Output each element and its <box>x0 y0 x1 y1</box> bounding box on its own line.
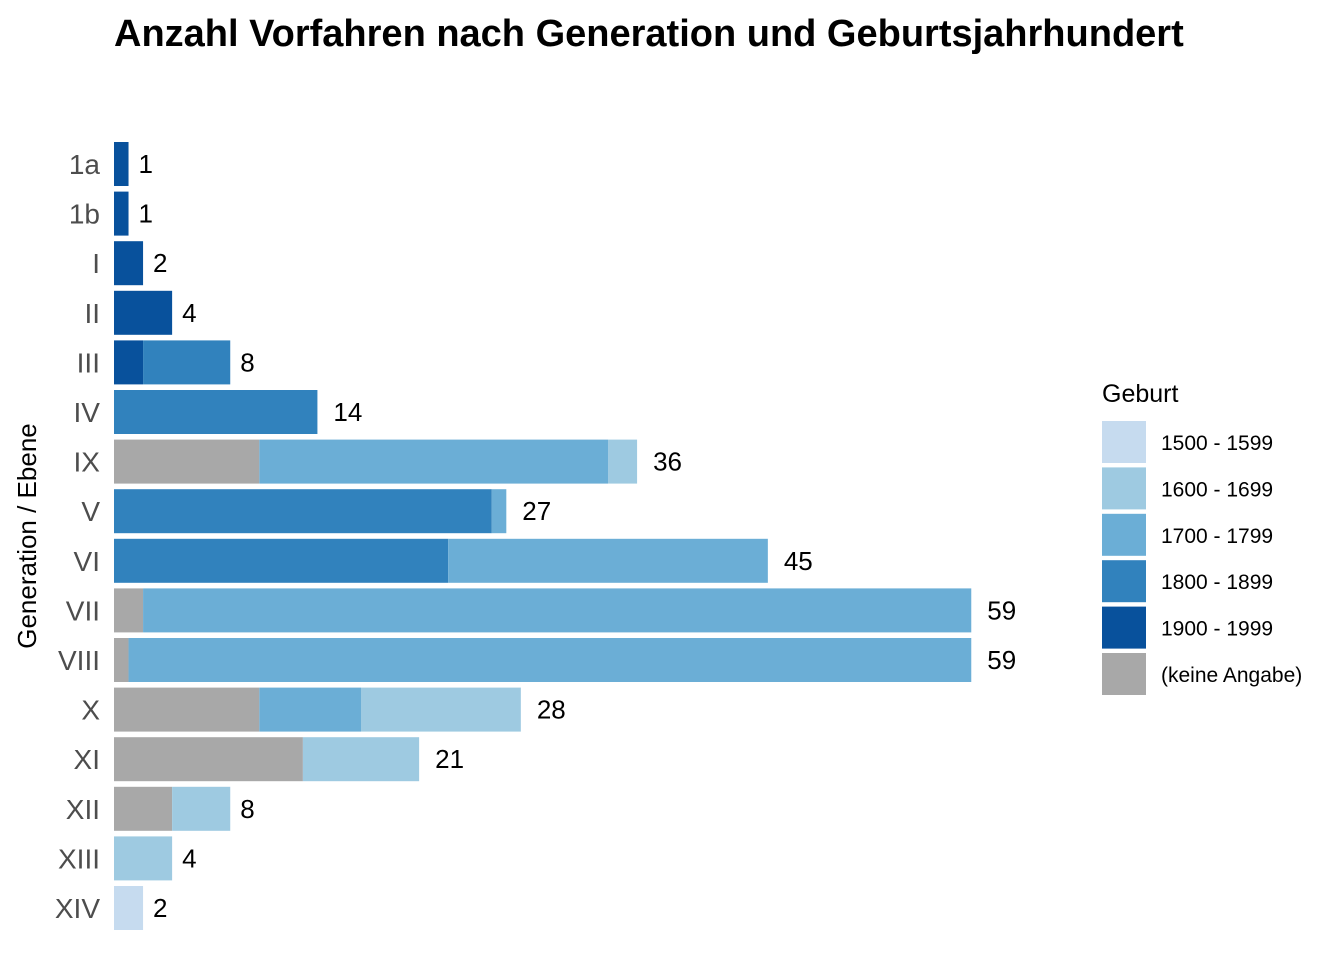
bar-segment-IX-0 <box>114 439 260 484</box>
chart-title: Anzahl Vorfahren nach Generation und Geb… <box>114 13 1184 55</box>
legend-title: Geburt <box>1102 380 1178 408</box>
y-tick-label: VII <box>66 595 100 626</box>
legend-swatch <box>1102 421 1146 463</box>
data-label: 4 <box>182 843 196 873</box>
data-label: 21 <box>435 744 464 774</box>
data-label: 1 <box>139 199 153 229</box>
bar-segment-1a-1 <box>114 142 129 186</box>
legend-entry-label: 1900 - 1999 <box>1161 618 1273 641</box>
legend-swatch <box>1102 467 1146 510</box>
bar-segment-XIII-4 <box>114 836 173 881</box>
y-tick-label: 1a <box>69 149 101 180</box>
data-label: 4 <box>182 298 196 328</box>
legend-swatch <box>1102 653 1146 695</box>
bar-segment-XI-4 <box>302 737 420 782</box>
y-tick-label: IX <box>74 447 101 478</box>
y-tick-label: IV <box>74 397 101 428</box>
bar-segment-XII-0 <box>114 786 173 831</box>
bar-segment-X-0 <box>114 687 260 732</box>
bar-segment-I-1 <box>114 241 144 286</box>
y-tick-label: XI <box>74 744 100 775</box>
data-label: 14 <box>333 397 362 427</box>
y-tick-label: II <box>84 298 100 329</box>
y-tick-label: XIV <box>55 893 100 924</box>
legend: Geburt 1500 - 1599 1600 - 1699 1700 - 1799… <box>1102 380 1302 695</box>
legend-swatch <box>1102 606 1146 649</box>
y-tick-label: VI <box>74 546 100 577</box>
legend-entry-label: 1500 - 1599 <box>1161 432 1273 455</box>
y-tick-label: XII <box>66 794 100 825</box>
y-tick-label: I <box>92 248 100 279</box>
bar-segment-XI-0 <box>114 737 303 782</box>
bar-segment-X-4 <box>361 687 521 732</box>
bar-segment-X-3 <box>259 687 362 732</box>
data-label: 27 <box>522 496 551 526</box>
y-tick-label: X <box>81 695 100 726</box>
y-tick-label: VIII <box>58 645 100 676</box>
legend-entry-label: 1800 - 1899 <box>1161 571 1273 594</box>
legend-entry-label: (keine Angabe) <box>1161 664 1302 687</box>
y-tick-label: V <box>81 496 100 527</box>
legend-swatch <box>1102 513 1146 556</box>
bar-segment-IX-4 <box>608 439 638 484</box>
data-label: 1 <box>139 149 153 179</box>
bar-segment-VIII-0 <box>114 638 129 682</box>
bar-segment-II-1 <box>114 290 173 335</box>
legend-entry-label: 1600 - 1699 <box>1161 478 1273 501</box>
data-label: 59 <box>987 595 1016 625</box>
legend-entry-label: 1700 - 1799 <box>1161 525 1273 548</box>
data-label: 59 <box>987 645 1016 675</box>
bar-segment-VII-0 <box>114 588 144 633</box>
bar-segment-V-2 <box>114 489 492 534</box>
y-tick-label: 1b <box>69 199 100 230</box>
bar-segment-XIV-5 <box>114 886 144 930</box>
data-label: 8 <box>240 794 254 824</box>
data-label: 8 <box>240 347 254 377</box>
data-label: 45 <box>784 546 813 576</box>
bar-segment-1b-1 <box>114 191 129 236</box>
bar-segment-IV-2 <box>114 390 318 434</box>
y-tick-label: III <box>77 347 100 378</box>
y-tick-label: XIII <box>58 843 100 874</box>
data-label: 2 <box>153 893 167 923</box>
bar-segment-VI-3 <box>448 538 768 583</box>
bar-segment-V-3 <box>491 489 507 534</box>
bar-segment-IX-3 <box>259 439 609 484</box>
bars-group <box>114 142 972 930</box>
bar-segment-VII-3 <box>143 588 972 633</box>
legend-swatch <box>1102 560 1146 603</box>
y-axis-label: Generation / Ebene <box>12 423 42 649</box>
data-label: 36 <box>653 447 682 477</box>
bar-segment-III-2 <box>143 340 231 385</box>
bar-segment-VIII-3 <box>128 638 972 682</box>
data-label: 2 <box>153 248 167 278</box>
bar-segment-XII-4 <box>172 786 231 831</box>
data-label: 28 <box>537 695 566 725</box>
bar-segment-III-1 <box>114 340 144 385</box>
bar-segment-VI-2 <box>114 538 449 583</box>
